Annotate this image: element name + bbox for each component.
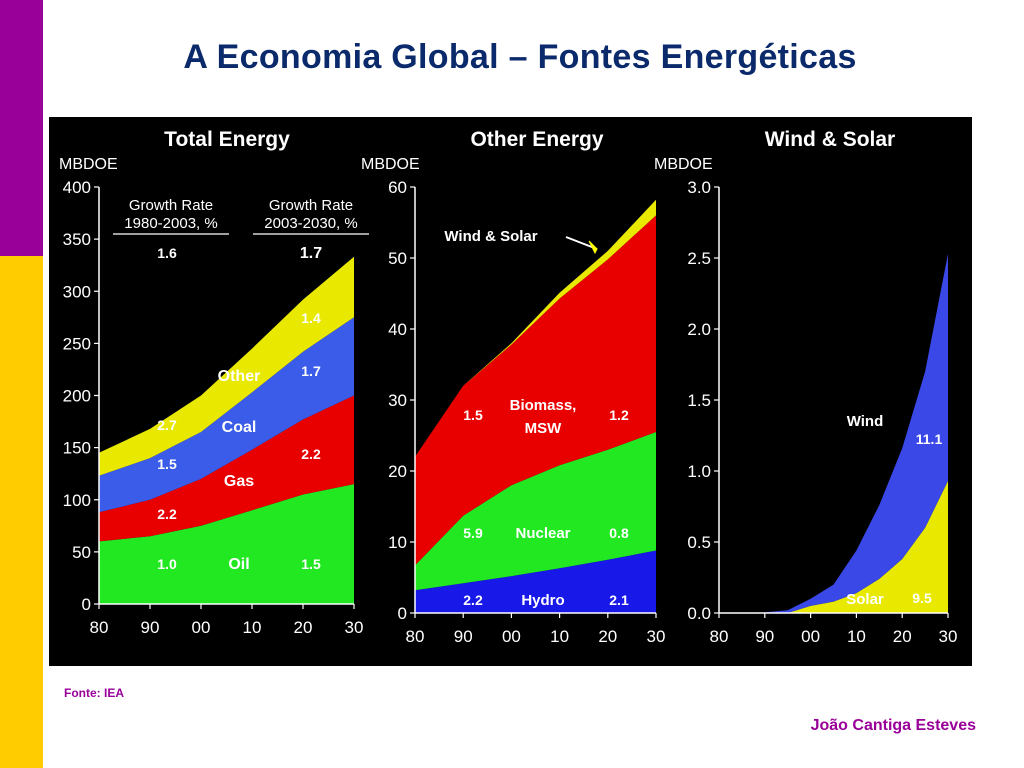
annotation-p1: 2.7 bbox=[157, 417, 177, 433]
y-tick-label-p1: 200 bbox=[63, 387, 91, 406]
y-tick-label-p2: 0 bbox=[398, 604, 407, 623]
y-tick-label-p3: 0.0 bbox=[687, 604, 711, 623]
annotation-p2: 1.5 bbox=[463, 407, 483, 423]
area-other-p1 bbox=[99, 256, 354, 476]
x-tick-label-p3: 20 bbox=[893, 627, 912, 646]
x-tick-label-p1: 20 bbox=[294, 618, 313, 637]
annotation-p1: Oil bbox=[228, 556, 249, 573]
x-tick-label-p3: 00 bbox=[801, 627, 820, 646]
y-axis-label-p2: MBDOE bbox=[361, 156, 420, 173]
growth-rate-header: 2003-2030, % bbox=[264, 215, 357, 232]
area-wind-solar-p2 bbox=[415, 199, 656, 457]
annotation-p2: 0.8 bbox=[609, 525, 629, 541]
annotation-p3: 11.1 bbox=[916, 431, 943, 447]
y-axis-label-p1: MBDOE bbox=[59, 156, 118, 173]
x-tick-label-p2: 30 bbox=[647, 627, 666, 646]
y-tick-label-p1: 0 bbox=[82, 595, 91, 614]
x-tick-label-p2: 90 bbox=[454, 627, 473, 646]
source-note: Fonte: IEA bbox=[64, 686, 124, 700]
annotation-p1: 1.6 bbox=[157, 245, 177, 261]
y-tick-label-p1: 150 bbox=[63, 439, 91, 458]
y-tick-label-p2: 60 bbox=[388, 178, 407, 197]
x-tick-label-p1: 90 bbox=[141, 618, 160, 637]
panel-title-p2: Other Energy bbox=[470, 128, 603, 151]
y-tick-label-p3: 3.0 bbox=[687, 178, 711, 197]
annotation-p2: 2.1 bbox=[609, 592, 629, 608]
area-gas-p1 bbox=[99, 395, 354, 542]
annotation-p2: 1.2 bbox=[609, 407, 629, 423]
x-tick-label-p2: 80 bbox=[406, 627, 425, 646]
y-tick-label-p1: 100 bbox=[63, 491, 91, 510]
annotation-p1: 1.7 bbox=[300, 245, 322, 262]
x-tick-label-p1: 00 bbox=[192, 618, 211, 637]
x-tick-label-p3: 80 bbox=[710, 627, 729, 646]
y-tick-label-p1: 50 bbox=[72, 543, 91, 562]
area-wind-p3 bbox=[755, 253, 948, 613]
slide-title: A Economia Global – Fontes Energéticas bbox=[183, 38, 857, 76]
y-tick-label-p2: 30 bbox=[388, 391, 407, 410]
annotation-p1: 1.4 bbox=[301, 310, 321, 326]
growth-rate-header: Growth Rate bbox=[269, 197, 353, 214]
panel-title-p3: Wind & Solar bbox=[765, 128, 895, 151]
growth-rate-header: 1980-2003, % bbox=[124, 215, 217, 232]
annotation-p1: 2.2 bbox=[157, 506, 177, 522]
x-tick-label-p1: 80 bbox=[90, 618, 109, 637]
annotation-p2: Wind & Solar bbox=[444, 228, 537, 245]
x-tick-label-p3: 10 bbox=[847, 627, 866, 646]
y-tick-label-p3: 2.5 bbox=[687, 249, 711, 268]
x-tick-label-p2: 10 bbox=[550, 627, 569, 646]
x-tick-label-p3: 30 bbox=[939, 627, 958, 646]
x-tick-label-p3: 90 bbox=[755, 627, 774, 646]
energy-figure: 0 50 100 150 200 250 300 350 400 80 90 00 10 20 30 Tota… bbox=[49, 117, 972, 666]
annotation-p3: Solar bbox=[846, 591, 884, 608]
area-hydro-p2 bbox=[415, 550, 656, 613]
y-tick-label-p2: 40 bbox=[388, 320, 407, 339]
x-tick-label-p1: 30 bbox=[345, 618, 364, 637]
y-tick-label-p1: 300 bbox=[63, 282, 91, 301]
annotation-p1: Gas bbox=[224, 473, 254, 490]
annotation-p2: 2.2 bbox=[463, 592, 483, 608]
annotation-p1: 2.2 bbox=[301, 446, 321, 462]
annotation-p1: 1.7 bbox=[301, 363, 321, 379]
annotation-p2: MSW bbox=[525, 420, 563, 437]
panel-title-p1: Total Energy bbox=[164, 128, 290, 151]
annotation-p2: 5.9 bbox=[463, 525, 483, 541]
annotation-p1: Other bbox=[218, 368, 261, 385]
annotation-p2: Hydro bbox=[521, 592, 564, 609]
annotation-p1: Coal bbox=[222, 419, 257, 436]
y-tick-label-p2: 10 bbox=[388, 533, 407, 552]
y-tick-label-p3: 2.0 bbox=[687, 320, 711, 339]
author-name: João Cantiga Esteves bbox=[810, 717, 976, 734]
annotation-p2: Nuclear bbox=[515, 525, 570, 542]
area-oil-p1 bbox=[99, 484, 354, 604]
y-axis-label-p3: MBDOE bbox=[654, 156, 713, 173]
area-biomass-msw-p2 bbox=[415, 215, 656, 566]
area-nuclear-p2 bbox=[415, 432, 656, 591]
growth-rate-header: Growth Rate bbox=[129, 197, 213, 214]
annotation-p2: Biomass, bbox=[510, 397, 577, 414]
pointer-arrow-head bbox=[588, 240, 598, 255]
x-tick-label-p1: 10 bbox=[243, 618, 262, 637]
area-coal-p1 bbox=[99, 317, 354, 513]
y-tick-label-p2: 20 bbox=[388, 462, 407, 481]
sidebar-accent-bottom bbox=[0, 256, 43, 768]
y-tick-label-p1: 350 bbox=[63, 230, 91, 249]
x-tick-label-p2: 20 bbox=[598, 627, 617, 646]
annotation-p1: 1.5 bbox=[157, 456, 177, 472]
area-solar-p3 bbox=[755, 480, 948, 613]
y-tick-label-p3: 0.5 bbox=[687, 533, 711, 552]
x-tick-label-p2: 00 bbox=[502, 627, 521, 646]
y-tick-label-p1: 400 bbox=[63, 178, 91, 197]
y-tick-label-p3: 1.0 bbox=[687, 462, 711, 481]
sidebar-accent-top bbox=[0, 0, 43, 256]
annotation-p1: 1.0 bbox=[157, 556, 177, 572]
y-tick-label-p2: 50 bbox=[388, 249, 407, 268]
annotation-p3: 9.5 bbox=[912, 590, 932, 606]
y-tick-label-p1: 250 bbox=[63, 334, 91, 353]
annotation-p1: 1.5 bbox=[301, 556, 321, 572]
y-tick-label-p3: 1.5 bbox=[687, 391, 711, 410]
annotation-p3: Wind bbox=[847, 413, 884, 430]
